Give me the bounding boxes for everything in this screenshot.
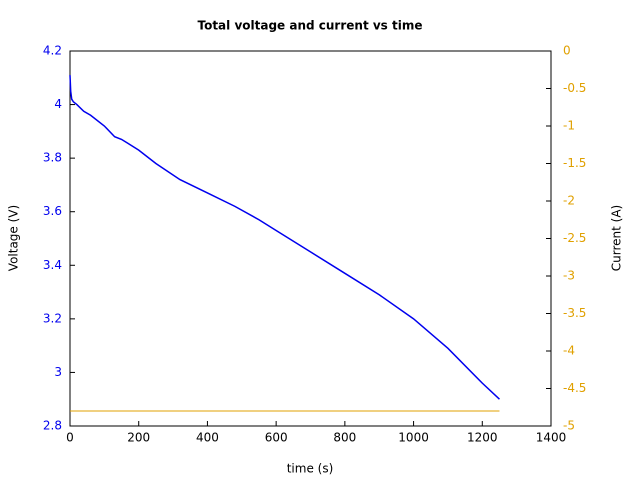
y-tick-label: 4 [54, 97, 62, 111]
series-line [69, 75, 500, 400]
y-tick-label: 3.4 [43, 258, 62, 272]
x-tick-label: 1200 [467, 431, 498, 445]
x-tick-label: 400 [196, 431, 219, 445]
x-tick-label: 800 [333, 431, 356, 445]
y2-tick-label: -1 [563, 119, 575, 133]
y2-tick-label: -5 [563, 419, 575, 433]
chart-title: Total voltage and current vs time [197, 19, 422, 33]
y2-tick-label: -2 [563, 194, 575, 208]
y-tick-label: 3.8 [43, 151, 62, 165]
y2-tick-label: -4 [563, 344, 575, 358]
y-tick-label: 3 [54, 365, 62, 379]
y-tick-label: 3.2 [43, 311, 62, 325]
y2-tick-label: -3.5 [563, 306, 586, 320]
x-tick-label: 1400 [536, 431, 567, 445]
y2-tick-label: 0 [563, 44, 571, 58]
plot-frame [69, 50, 552, 427]
y2-axis-label: Current (A) [610, 205, 624, 271]
y-tick-label: 4.2 [43, 44, 62, 58]
y-axis-label: Voltage (V) [7, 205, 21, 271]
y2-tick-label: -2.5 [563, 231, 586, 245]
x-tick-label: 600 [265, 431, 288, 445]
x-tick-label: 200 [127, 431, 150, 445]
y2-tick-label: -1.5 [563, 156, 586, 170]
y-tick-label: 3.6 [43, 204, 62, 218]
y2-tick-label: -0.5 [563, 81, 586, 95]
y-tick-label: 2.8 [43, 419, 62, 433]
x-tick-label: 0 [66, 431, 74, 445]
x-tick-label: 1000 [398, 431, 429, 445]
x-axis-label: time (s) [287, 462, 334, 476]
y2-tick-label: -3 [563, 269, 575, 283]
y2-tick-label: -4.5 [563, 381, 586, 395]
